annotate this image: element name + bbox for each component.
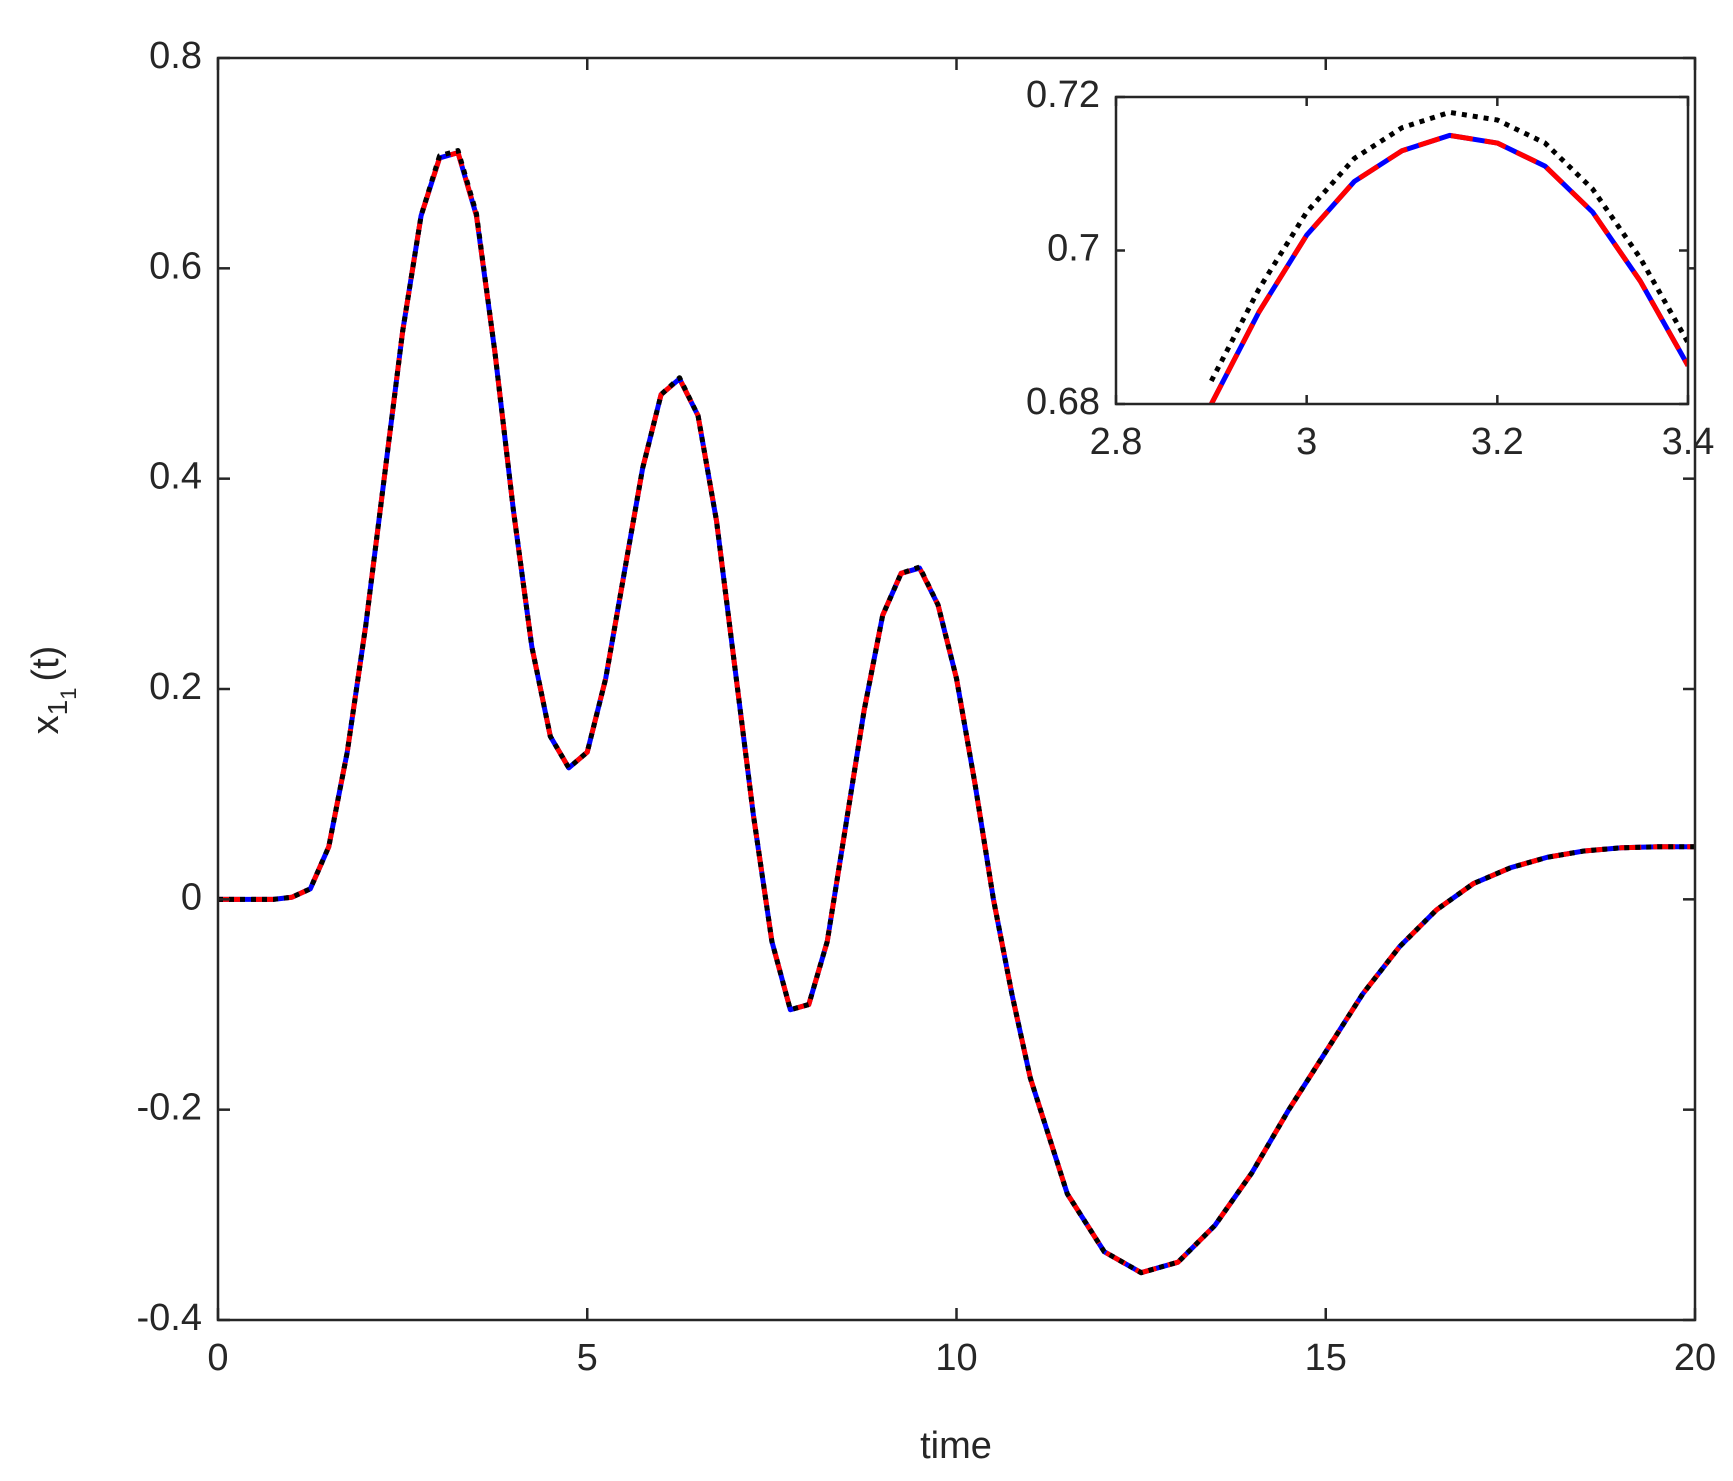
x-tick-label: 15 <box>1305 1337 1347 1379</box>
y-tick-label: 0.2 <box>149 666 202 708</box>
lines <box>1209 109 1688 404</box>
y-tick-label: 0 <box>181 876 202 918</box>
x-tick-label: 5 <box>577 1337 598 1379</box>
lines <box>218 148 1695 1276</box>
series-line <box>218 148 1695 1276</box>
x-tick-label: 20 <box>1674 1337 1716 1379</box>
y-tick-label: 0.4 <box>149 456 202 498</box>
y-tick-label: 0.68 <box>1026 381 1100 423</box>
y-tick-label: 0.7 <box>1047 228 1100 270</box>
x-tick-label: 0 <box>207 1337 228 1379</box>
y-tick-label: 0.8 <box>149 35 202 77</box>
series-line <box>1209 132 1688 404</box>
x-tick-label: 3.4 <box>1662 421 1715 463</box>
y-tick-label: 0.6 <box>149 245 202 287</box>
x-tick-label: 2.8 <box>1090 421 1143 463</box>
y-tick-label: 0.72 <box>1026 74 1100 116</box>
x-tick-label: 10 <box>935 1337 977 1379</box>
x-tick-label: 3.2 <box>1471 421 1524 463</box>
plot-area <box>1116 97 1688 404</box>
x-axis-label: time <box>920 1425 992 1467</box>
y-tick-label: -0.4 <box>137 1297 202 1339</box>
x-tick-label: 3 <box>1296 421 1317 463</box>
y-axis-label: x11(t) <box>25 646 81 735</box>
y-tick-label: -0.2 <box>137 1087 202 1129</box>
